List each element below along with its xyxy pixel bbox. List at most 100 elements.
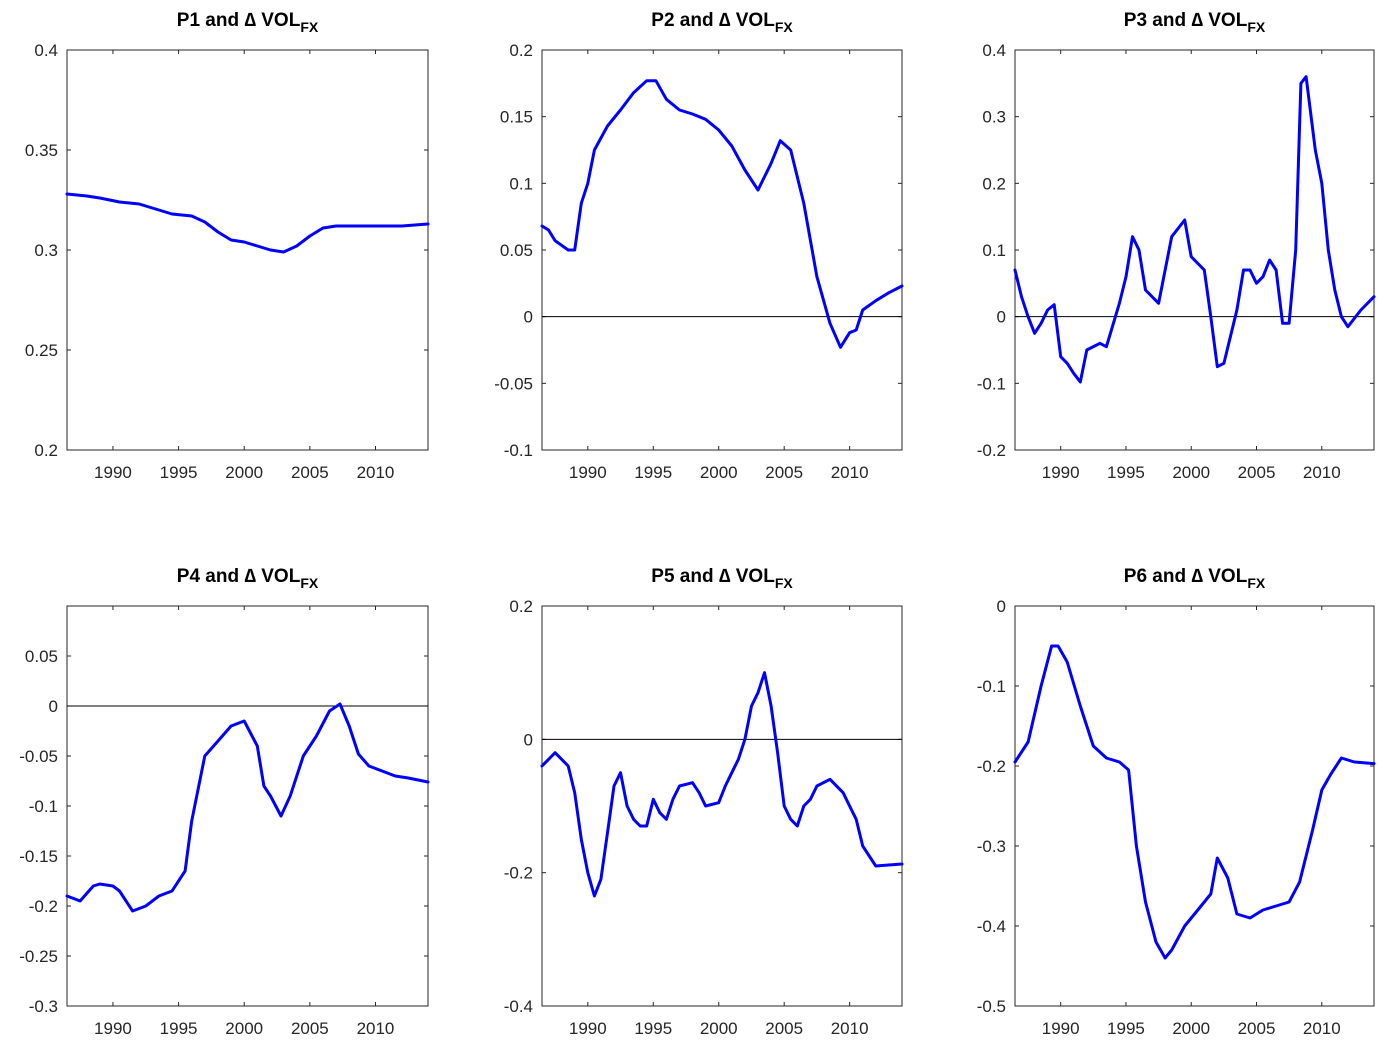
y-tick-label: -0.1 [977, 677, 1006, 696]
series-line [540, 671, 904, 898]
y-tick-label: 0.1 [509, 174, 533, 193]
subplot-title-main: P5 and ∆ VOL [651, 566, 775, 587]
series-line [1013, 644, 1376, 960]
x-tick-label: 2010 [831, 463, 869, 482]
axes-box [541, 605, 903, 1007]
y-tick-label: -0.4 [504, 997, 533, 1016]
x-tick-label: 1990 [1042, 463, 1080, 482]
subplot-title-main: P2 and ∆ VOL [651, 10, 775, 31]
subplot-5: P5 and ∆ VOLFX -0.4 -0.2 0 0.2 1990 1995 2000 20… [504, 566, 904, 1038]
axes-box [541, 49, 903, 451]
x-tick-label: 2010 [357, 1019, 395, 1038]
y-tick-label: 0.05 [25, 647, 58, 666]
subplot-title-subscript: FX [300, 19, 319, 35]
y-tick-label: -0.1 [504, 441, 533, 460]
subplot-title-subscript: FX [300, 575, 319, 591]
y-tick-label: -0.3 [977, 837, 1006, 856]
subplot-title: P4 and ∆ VOLFX [177, 566, 319, 591]
x-tick-label: 2005 [1238, 463, 1276, 482]
subplot-3: P3 and ∆ VOLFX -0.2 -0.1 0 0.1 0.2 0.3 0.4 1990 1… [977, 10, 1376, 482]
y-tick-label: 0 [997, 308, 1006, 327]
subplot-title: P2 and ∆ VOLFX [651, 10, 793, 35]
x-tick-label: 1990 [94, 463, 132, 482]
y-tick-label: -0.5 [977, 997, 1006, 1016]
subplot-title: P1 and ∆ VOLFX [177, 10, 319, 35]
subplot-title-main: P6 and ∆ VOL [1124, 566, 1248, 587]
subplot-title-main: P1 and ∆ VOL [177, 10, 301, 31]
x-tick-label: 2000 [225, 1019, 263, 1038]
subplot-1: P1 and ∆ VOLFX 0.2 0.25 0.3 0.35 0.4 1990 1995 2… [25, 10, 430, 482]
y-tick-label: 0.35 [25, 141, 58, 160]
series-line [540, 79, 904, 349]
axes-box [66, 49, 429, 451]
subplot-title-subscript: FX [775, 19, 794, 35]
y-tick-label: 0.4 [982, 41, 1006, 60]
subplot-title-main: P3 and ∆ VOL [1124, 10, 1248, 31]
subplot-6: P6 and ∆ VOLFX -0.5 -0.4 -0.3 -0.2 -0.1 0 1990 1… [977, 566, 1376, 1038]
x-tick-label: 1995 [634, 463, 672, 482]
axes-box [1014, 605, 1375, 1007]
y-tick-label: 0 [997, 597, 1006, 616]
y-tick-label: 0.2 [34, 441, 58, 460]
axes-box [1014, 49, 1375, 451]
y-tick-label: 0 [524, 308, 533, 327]
y-tick-label: 0.1 [982, 241, 1006, 260]
y-tick-label: 0.2 [509, 41, 533, 60]
y-tick-label: -0.05 [494, 374, 533, 393]
x-tick-label: 2005 [291, 463, 329, 482]
x-tick-label: 1995 [160, 1019, 198, 1038]
x-tick-label: 2010 [357, 463, 395, 482]
y-tick-label: 0.2 [982, 174, 1006, 193]
x-tick-label: 2000 [1172, 1019, 1210, 1038]
y-tick-label: -0.2 [504, 864, 533, 883]
y-tick-label: -0.2 [29, 897, 58, 916]
axes-box [66, 605, 429, 1007]
y-tick-label: -0.4 [977, 917, 1006, 936]
subplot-2: P2 and ∆ VOLFX -0.1 -0.05 0 0.05 0.1 0.15 0.2 19… [494, 10, 904, 482]
x-tick-label: 1990 [569, 463, 607, 482]
x-tick-label: 2000 [700, 463, 738, 482]
x-tick-label: 1990 [94, 1019, 132, 1038]
subplot-title-subscript: FX [775, 575, 794, 591]
y-tick-label: 0 [524, 730, 533, 749]
series-line [65, 702, 430, 913]
x-tick-label: 2010 [1303, 1019, 1341, 1038]
y-tick-label: 0.4 [34, 41, 58, 60]
y-tick-label: -0.2 [977, 441, 1006, 460]
y-tick-label: 0.15 [500, 108, 533, 127]
x-tick-label: 2005 [765, 463, 803, 482]
x-tick-label: 1995 [1107, 463, 1145, 482]
subplot-title-main: P4 and ∆ VOL [177, 566, 301, 587]
y-tick-label: 0.3 [34, 241, 58, 260]
y-tick-label: 0.05 [500, 241, 533, 260]
y-tick-label: -0.05 [19, 747, 58, 766]
series-line [1013, 75, 1376, 384]
x-tick-label: 1995 [1107, 1019, 1145, 1038]
x-tick-label: 2005 [291, 1019, 329, 1038]
y-tick-label: 0.25 [25, 341, 58, 360]
subplot-title-subscript: FX [1247, 575, 1266, 591]
x-tick-label: 2010 [831, 1019, 869, 1038]
subplot-4: P4 and ∆ VOLFX -0.3 -0.25 -0.2 -0.15 -0.1 -0.0… [19, 566, 430, 1038]
subplot-title-subscript: FX [1247, 19, 1266, 35]
series-line [65, 192, 430, 254]
x-tick-label: 1990 [1042, 1019, 1080, 1038]
x-tick-label: 2005 [1238, 1019, 1276, 1038]
x-tick-label: 1995 [160, 463, 198, 482]
subplot-title: P3 and ∆ VOLFX [1124, 10, 1266, 35]
subplot-title: P6 and ∆ VOLFX [1124, 566, 1266, 591]
y-tick-label: -0.1 [29, 797, 58, 816]
y-tick-label: -0.3 [29, 997, 58, 1016]
subplot-title: P5 and ∆ VOLFX [651, 566, 793, 591]
x-tick-label: 2010 [1303, 463, 1341, 482]
x-tick-label: 2000 [700, 1019, 738, 1038]
y-tick-label: 0 [49, 697, 58, 716]
x-tick-label: 2000 [1172, 463, 1210, 482]
y-tick-label: -0.2 [977, 757, 1006, 776]
x-tick-label: 1990 [569, 1019, 607, 1038]
x-tick-label: 1995 [634, 1019, 672, 1038]
x-tick-label: 2005 [765, 1019, 803, 1038]
y-tick-label: 0.2 [509, 597, 533, 616]
y-tick-label: -0.1 [977, 374, 1006, 393]
